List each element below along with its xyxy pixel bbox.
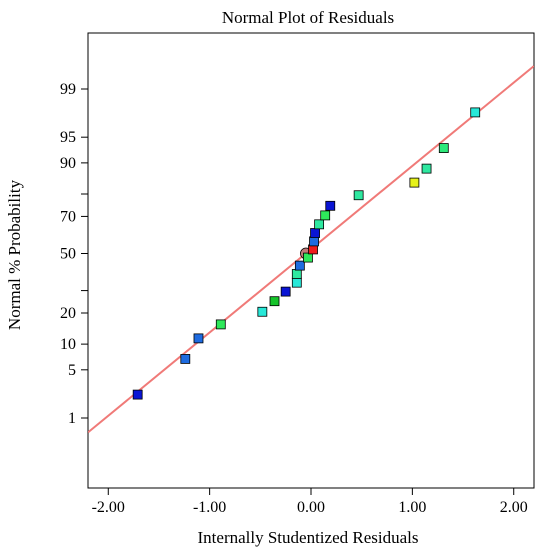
data-point — [325, 200, 336, 211]
data-point — [314, 219, 325, 230]
x-tick-label: 2.00 — [500, 499, 528, 516]
data-point — [438, 143, 449, 153]
data-point — [180, 354, 191, 364]
y-axis-label: Normal % Probability — [5, 179, 24, 330]
data-point — [421, 163, 432, 174]
data-point — [320, 210, 331, 221]
data-point — [409, 177, 420, 188]
data-point — [309, 236, 319, 247]
data-point — [291, 277, 302, 288]
data-point — [280, 286, 291, 297]
x-axis-label: Internally Studentized Residuals — [198, 528, 419, 547]
y-tick-label: 70 — [60, 208, 76, 225]
data-point — [470, 107, 481, 118]
x-tick-label: -1.00 — [193, 499, 226, 516]
data-point — [303, 252, 313, 263]
data-point — [257, 306, 268, 317]
data-point — [310, 228, 320, 238]
data-point — [193, 333, 204, 344]
x-tick-label: 1.00 — [398, 499, 426, 516]
data-point — [353, 190, 364, 201]
data-point — [132, 389, 143, 400]
y-tick-label: 99 — [60, 81, 76, 98]
data-point — [291, 269, 302, 279]
x-axis-ticks: -2.00 -1.00 0.00 1.00 2.00 — [92, 488, 528, 516]
data-point — [294, 260, 305, 271]
y-tick-label: 5 — [68, 362, 76, 379]
y-tick-label: 20 — [60, 305, 76, 322]
x-tick-label: 0.00 — [297, 499, 325, 516]
data-point — [215, 319, 226, 330]
x-tick-label: -2.00 — [92, 499, 125, 516]
y-tick-label: 95 — [60, 129, 76, 146]
data-point — [269, 296, 280, 307]
data-points — [132, 107, 481, 400]
y-axis-ticks: 1 5 10 20 50 70 90 95 99 — [60, 81, 88, 427]
y-tick-label: 90 — [60, 155, 76, 172]
y-tick-label: 10 — [60, 336, 76, 353]
y-tick-label: 50 — [60, 246, 76, 263]
y-tick-label: 1 — [68, 410, 76, 427]
chart-title: Normal Plot of Residuals — [222, 8, 394, 27]
